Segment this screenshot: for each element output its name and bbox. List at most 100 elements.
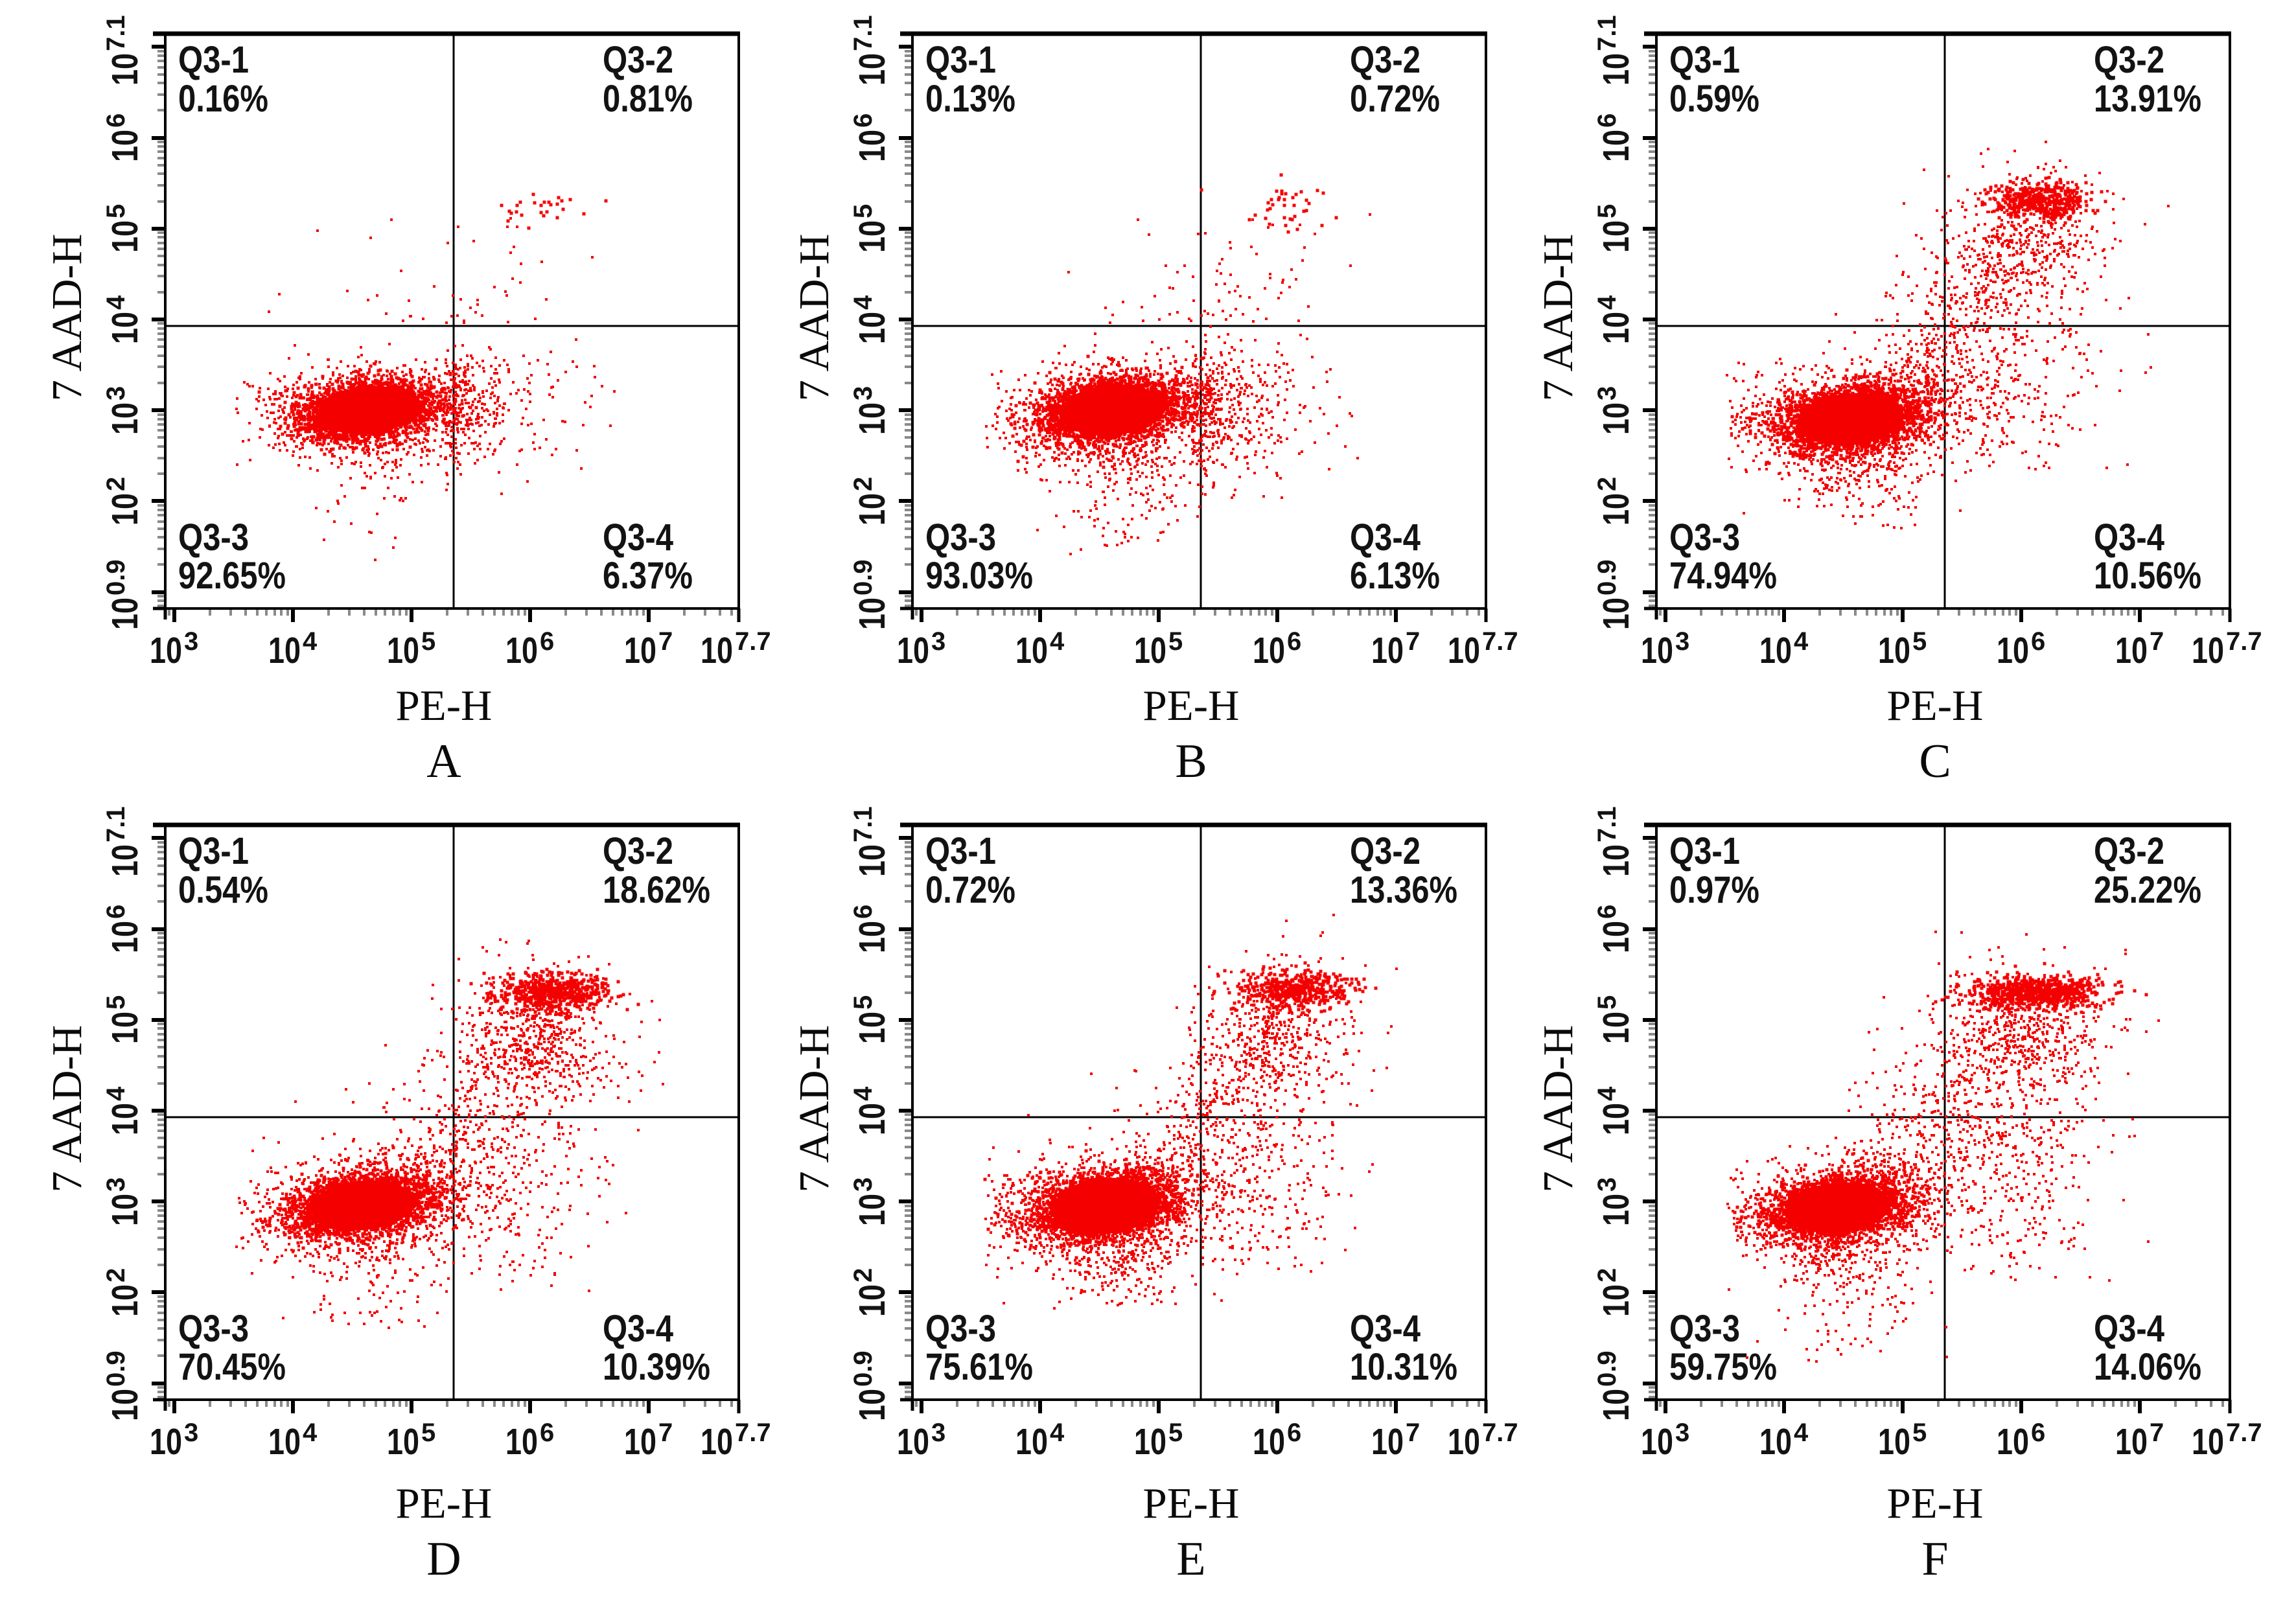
svg-text:4: 4 [849, 1086, 877, 1101]
svg-text:10: 10 [104, 1194, 146, 1226]
svg-text:6: 6 [2031, 627, 2045, 656]
svg-text:4: 4 [303, 627, 318, 656]
svg-text:10: 10 [104, 597, 146, 630]
svg-text:0.72%: 0.72% [925, 869, 1015, 911]
svg-text:6: 6 [540, 627, 554, 656]
svg-text:6: 6 [849, 905, 877, 919]
svg-text:5: 5 [1593, 204, 1621, 218]
svg-text:6: 6 [540, 1419, 554, 1447]
svg-text:25.22%: 25.22% [2094, 869, 2201, 911]
svg-text:10: 10 [104, 53, 146, 86]
svg-text:5: 5 [421, 627, 435, 656]
svg-text:Q3-1: Q3-1 [925, 830, 996, 872]
svg-text:6: 6 [1287, 627, 1301, 656]
svg-text:Q3-4: Q3-4 [2094, 1308, 2164, 1350]
svg-text:0.97%: 0.97% [1669, 869, 1759, 911]
svg-text:18.62%: 18.62% [603, 869, 710, 911]
svg-text:10: 10 [852, 1194, 893, 1226]
svg-text:PE-H: PE-H [1887, 682, 1984, 730]
svg-text:4: 4 [1593, 295, 1621, 310]
svg-text:10: 10 [852, 921, 893, 953]
svg-text:7 AAD-H: 7 AAD-H [1535, 234, 1582, 402]
svg-text:7 AAD-H: 7 AAD-H [43, 234, 91, 402]
svg-text:10: 10 [104, 312, 146, 344]
svg-text:10: 10 [104, 130, 146, 162]
svg-text:10: 10 [104, 844, 146, 877]
svg-text:10: 10 [852, 402, 893, 435]
svg-text:Q3-4: Q3-4 [1350, 516, 1421, 559]
svg-text:7.1: 7.1 [1593, 806, 1621, 842]
svg-text:0.59%: 0.59% [1669, 78, 1759, 120]
svg-text:Q3-1: Q3-1 [1669, 830, 1740, 872]
svg-text:7: 7 [658, 627, 673, 656]
svg-text:10: 10 [1253, 1421, 1285, 1463]
svg-text:Q3-1: Q3-1 [925, 39, 996, 81]
svg-text:10: 10 [1595, 220, 1637, 253]
svg-text:3: 3 [849, 386, 877, 400]
svg-text:Q3-3: Q3-3 [178, 516, 249, 559]
svg-text:14.06%: 14.06% [2094, 1346, 2201, 1388]
svg-text:10: 10 [852, 493, 893, 526]
svg-text:10: 10 [852, 53, 893, 86]
svg-text:0.54%: 0.54% [178, 869, 268, 911]
svg-text:10: 10 [852, 220, 893, 253]
svg-text:10: 10 [1997, 1421, 2029, 1463]
svg-text:3: 3 [102, 386, 130, 400]
svg-text:5: 5 [102, 204, 130, 218]
svg-text:10: 10 [505, 630, 538, 671]
svg-text:10: 10 [852, 130, 893, 162]
svg-text:3: 3 [102, 1177, 130, 1192]
svg-text:F: F [1921, 1533, 1948, 1586]
svg-text:5: 5 [1168, 1419, 1183, 1447]
svg-text:4: 4 [303, 1419, 318, 1447]
svg-text:Q3-3: Q3-3 [1669, 516, 1740, 559]
svg-text:2: 2 [849, 477, 877, 491]
svg-text:10: 10 [505, 1421, 538, 1463]
svg-text:B: B [1175, 735, 1207, 788]
svg-text:4: 4 [1593, 1086, 1621, 1101]
svg-text:10: 10 [1448, 630, 1480, 671]
svg-text:10: 10 [701, 1421, 733, 1463]
svg-text:59.75%: 59.75% [1669, 1346, 1777, 1388]
svg-text:10: 10 [1595, 53, 1637, 86]
svg-text:6: 6 [849, 113, 877, 128]
svg-text:7.7: 7.7 [1482, 627, 1518, 656]
svg-text:5: 5 [1168, 627, 1183, 656]
svg-text:10: 10 [150, 630, 182, 671]
svg-text:PE-H: PE-H [396, 682, 493, 730]
svg-text:10: 10 [1448, 1421, 1480, 1463]
svg-text:10: 10 [1595, 921, 1637, 953]
svg-text:10: 10 [624, 630, 656, 671]
svg-text:2: 2 [849, 1268, 877, 1282]
svg-text:7 AAD-H: 7 AAD-H [791, 1025, 838, 1193]
svg-text:4: 4 [1050, 627, 1065, 656]
svg-text:10: 10 [624, 1421, 656, 1463]
svg-text:5: 5 [849, 995, 877, 1010]
svg-text:75.61%: 75.61% [925, 1346, 1033, 1388]
svg-text:10: 10 [1371, 1421, 1404, 1463]
svg-text:10: 10 [1371, 630, 1404, 671]
svg-text:10: 10 [104, 921, 146, 953]
svg-text:10: 10 [104, 402, 146, 435]
svg-text:Q3-2: Q3-2 [1350, 830, 1421, 872]
svg-text:7: 7 [2150, 1419, 2164, 1447]
svg-text:70.45%: 70.45% [178, 1346, 286, 1388]
svg-text:10: 10 [1641, 630, 1673, 671]
svg-text:Q3-3: Q3-3 [178, 1308, 249, 1350]
svg-text:74.94%: 74.94% [1669, 555, 1777, 597]
svg-text:7.7: 7.7 [735, 1419, 771, 1447]
svg-text:10: 10 [1641, 1421, 1673, 1463]
svg-text:10: 10 [1595, 844, 1637, 877]
svg-text:3: 3 [1675, 627, 1689, 656]
svg-text:10: 10 [1595, 402, 1637, 435]
svg-text:10: 10 [1595, 312, 1637, 344]
svg-text:10: 10 [104, 1284, 146, 1317]
svg-text:10: 10 [1595, 1389, 1637, 1421]
svg-text:7.1: 7.1 [849, 15, 877, 51]
svg-text:6.13%: 6.13% [1350, 555, 1440, 597]
svg-text:PE-H: PE-H [1887, 1479, 1984, 1527]
svg-text:10: 10 [1878, 1421, 1910, 1463]
svg-text:10: 10 [897, 630, 929, 671]
svg-text:3: 3 [849, 1177, 877, 1192]
svg-text:E: E [1176, 1533, 1205, 1586]
